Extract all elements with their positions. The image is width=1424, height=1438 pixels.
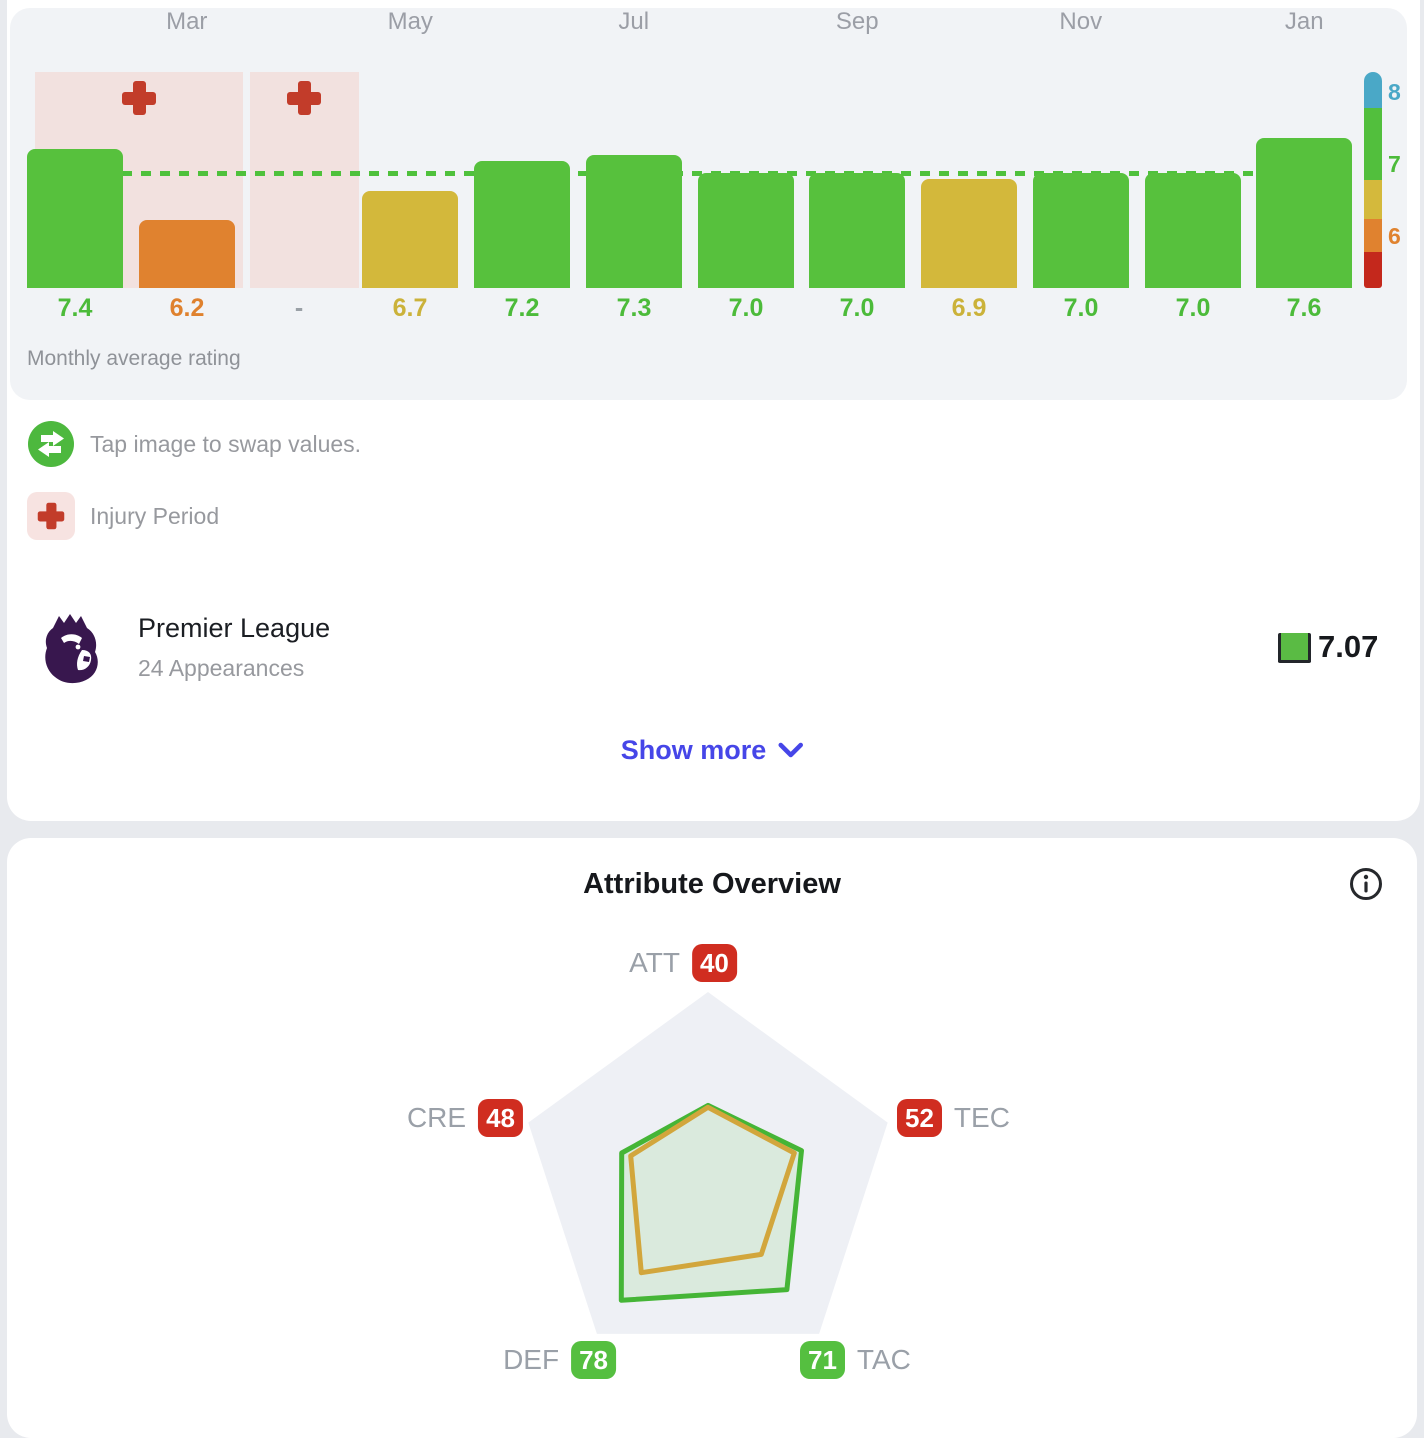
- rating-value-label: 6.9: [951, 294, 987, 322]
- radar-comparison-polygon: [628, 1104, 797, 1276]
- swap-hint-text: Tap image to swap values.: [90, 431, 362, 457]
- attribute-overview-title: Attribute Overview: [583, 868, 841, 900]
- scale-segment: [1364, 219, 1382, 252]
- rating-bar-feb[interactable]: [27, 149, 123, 288]
- month-axis-label: Jan: [1284, 8, 1324, 35]
- rating-bar-jun[interactable]: [474, 161, 570, 288]
- rating-value-label: 7.3: [616, 294, 652, 322]
- premier-league-logo: [45, 614, 98, 684]
- rating-color-scale: [1364, 72, 1382, 288]
- chart-caption: Monthly average rating: [27, 347, 241, 370]
- injury-legend-swatch: [27, 492, 75, 540]
- injury-cross-icon: [37, 502, 65, 530]
- scale-segment: [1364, 252, 1382, 288]
- rating-value-label: 7.0: [1063, 294, 1099, 322]
- injury-legend-label: Injury Period: [90, 503, 220, 529]
- radar-background-pentagon: [528, 992, 888, 1334]
- chart-layer: 7.4 6.2 - 6.7 7.2 7.3 7.0 7.0 6.9 7.0 7.0 7.6 Mar May…: [0, 0, 1424, 400]
- league-appearances: 24 Appearances: [138, 655, 305, 681]
- league-name: Premier League: [138, 613, 331, 643]
- rating-value-label: 7.0: [839, 294, 875, 322]
- rating-bar-aug[interactable]: [698, 173, 794, 288]
- injury-cross-icon: [287, 81, 322, 115]
- scale-segment: [1364, 108, 1382, 180]
- rating-bar-sep[interactable]: [809, 173, 905, 288]
- rating-bar-jul[interactable]: [586, 155, 682, 288]
- rating-value-label: 7.4: [57, 294, 93, 322]
- scale-segment: [1364, 180, 1382, 219]
- rating-box-icon: [1278, 633, 1311, 663]
- rating-value-label: 7.0: [1175, 294, 1211, 322]
- average-rating-line: [27, 171, 1355, 176]
- month-axis-label: Nov: [1059, 8, 1103, 35]
- rating-bar-mar[interactable]: [139, 220, 235, 288]
- show-more-label: Show more: [620, 735, 767, 765]
- scale-tick-label: 7: [1388, 151, 1401, 177]
- rating-value-label: 7.2: [504, 294, 540, 322]
- month-axis-label: Jul: [618, 8, 650, 35]
- chevron-down-icon: [778, 742, 803, 758]
- scale-tick-label: 8: [1388, 79, 1401, 105]
- rating-value-label: -: [294, 294, 304, 322]
- rating-value-label: 6.2: [169, 294, 205, 322]
- scale-segment: [1364, 72, 1382, 108]
- league-average-rating: 7.07: [1318, 629, 1379, 664]
- scale-tick-label: 6: [1388, 223, 1401, 249]
- month-axis-label: Mar: [166, 8, 208, 35]
- month-axis-label: May: [387, 8, 433, 35]
- rating-bar-oct[interactable]: [921, 179, 1017, 288]
- radar-player-polygon: [618, 1102, 804, 1303]
- rating-value-label: 6.7: [392, 294, 428, 322]
- show-more-button[interactable]: Show more: [621, 735, 804, 766]
- rating-bar-jan[interactable]: [1256, 138, 1352, 288]
- month-axis-label: Sep: [835, 8, 879, 35]
- swap-values-icon: [28, 421, 74, 467]
- rating-value-label: 7.0: [728, 294, 764, 322]
- rating-bar-may[interactable]: [362, 191, 458, 288]
- rating-bar-dec[interactable]: [1145, 173, 1241, 288]
- rating-bar-nov[interactable]: [1033, 173, 1129, 288]
- injury-cross-icon: [122, 81, 156, 115]
- attribute-radar-chart: [528, 992, 888, 1334]
- rating-value-label: 7.6: [1286, 294, 1322, 322]
- info-icon[interactable]: [1348, 866, 1384, 902]
